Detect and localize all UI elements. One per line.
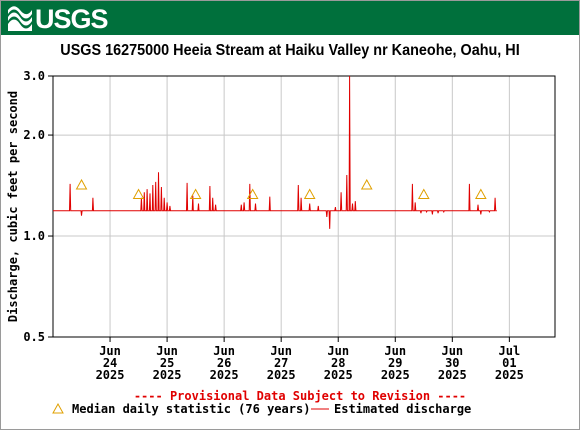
- median-marker: [189, 188, 202, 199]
- discharge-series-line: [53, 75, 497, 229]
- x-tick-label: 28: [331, 356, 345, 370]
- x-tick-label: 01: [502, 356, 516, 370]
- y-tick-label: 0.5: [23, 330, 45, 344]
- x-tick-label: 2025: [153, 368, 182, 382]
- provisional-note: ---- Provisional Data Subject to Revisio…: [134, 389, 466, 403]
- median-marker: [75, 178, 88, 190]
- x-tick-label: 2025: [324, 368, 353, 382]
- x-tick-label: 2025: [381, 368, 410, 382]
- x-tick-label: Jun: [270, 344, 292, 358]
- x-tick-label: 30: [445, 356, 459, 370]
- legend-median-label: Median daily statistic (76 years): [72, 402, 310, 416]
- plot-area: [52, 75, 556, 338]
- median-marker: [474, 188, 487, 199]
- x-tick-label: Jun: [156, 344, 178, 358]
- usgs-wave-icon: [8, 6, 32, 31]
- x-tick-label: 25: [160, 356, 174, 370]
- x-tick-label: 24: [103, 356, 117, 370]
- x-tick-label: Jun: [384, 344, 406, 358]
- x-tick-label: 2025: [210, 368, 239, 382]
- y-tick-label: 2.0: [23, 128, 45, 142]
- x-tick-label: Jun: [99, 344, 121, 358]
- legend-discharge-label: Estimated discharge: [334, 402, 471, 416]
- x-tick-label: 2025: [495, 368, 524, 382]
- x-tick-label: Jul: [499, 344, 521, 358]
- y-tick-label: 3.0: [23, 69, 45, 83]
- usgs-banner: USGS: [1, 1, 579, 35]
- median-marker: [246, 188, 259, 199]
- y-tick-label: 1.0: [23, 229, 45, 243]
- usgs-logo-text: USGS: [35, 3, 109, 34]
- y-axis-label: Discharge, cubic feet per second: [6, 91, 20, 322]
- median-marker: [303, 188, 316, 199]
- median-marker: [417, 188, 430, 199]
- x-tick-label: 2025: [438, 368, 467, 382]
- x-tick-label: Jun: [441, 344, 463, 358]
- x-tick-label: 26: [217, 356, 231, 370]
- median-marker: [132, 188, 145, 199]
- x-tick-label: 2025: [267, 368, 296, 382]
- legend-median-marker: [52, 402, 64, 414]
- x-tick-label: Jun: [327, 344, 349, 358]
- x-tick-label: Jun: [213, 344, 235, 358]
- x-tick-label: 2025: [96, 368, 125, 382]
- median-marker: [360, 178, 373, 190]
- chart-title: USGS 16275000 Heeia Stream at Haiku Vall…: [60, 42, 520, 59]
- x-tick-label: 29: [388, 356, 402, 370]
- usgs-logo[interactable]: USGS: [7, 3, 109, 34]
- x-tick-label: 27: [274, 356, 288, 370]
